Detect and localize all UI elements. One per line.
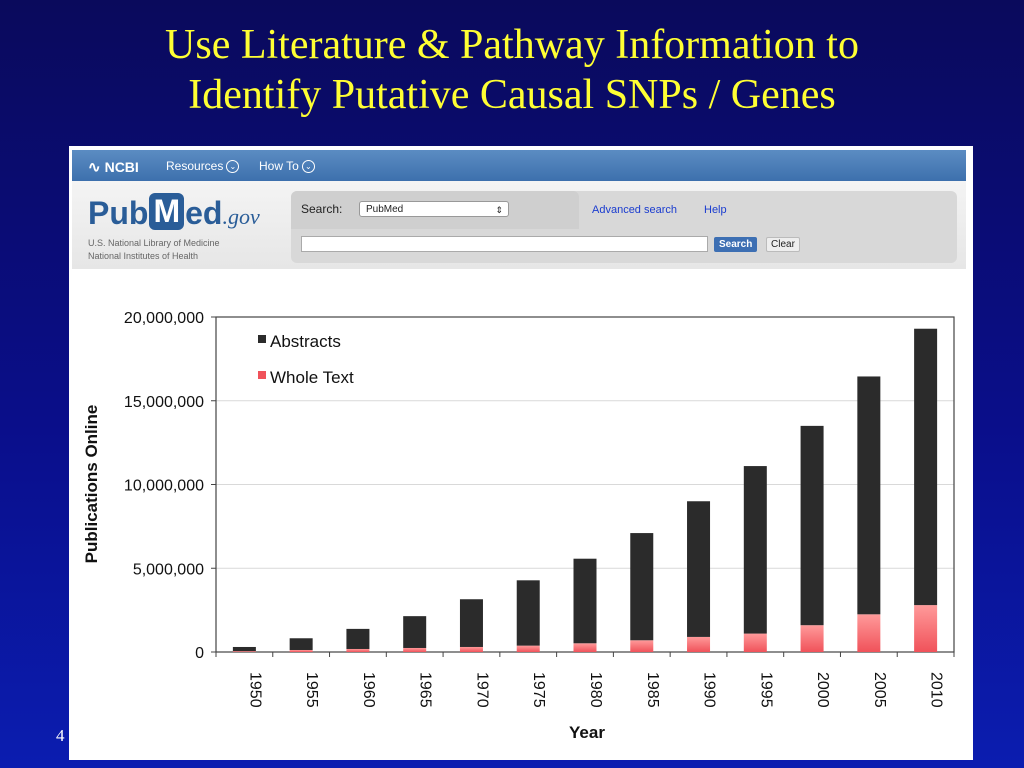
bar-whole-text-2010 xyxy=(914,605,938,652)
search-label: Search: xyxy=(301,202,343,216)
x-tick-label: 1955 xyxy=(303,672,320,708)
bar-whole-text-1950 xyxy=(232,651,256,652)
publications-chart: 0 5,000,000 10,000,000 15,000,000 20,000,000… xyxy=(82,310,955,742)
legend-swatch-abstracts xyxy=(258,335,266,343)
bar-abstracts-1955 xyxy=(289,638,313,650)
clear-button[interactable]: Clear xyxy=(766,237,800,252)
chevron-down-icon: ⌄ xyxy=(226,160,240,174)
bar-whole-text-1960 xyxy=(346,648,370,652)
bar-whole-text-1995 xyxy=(743,633,767,652)
y-axis-label: Publications Online xyxy=(82,405,101,564)
slide-title-line-2: Identify Putative Causal SNPs / Genes xyxy=(188,72,836,118)
x-tick-label: 1975 xyxy=(530,672,547,708)
bar-abstracts-1960 xyxy=(346,628,370,649)
bar-whole-text-2000 xyxy=(800,625,824,652)
bar-whole-text-1990 xyxy=(687,636,711,652)
x-tick-label: 1995 xyxy=(757,672,774,708)
bar-whole-text-2005 xyxy=(857,614,881,652)
bar-abstracts-1995 xyxy=(743,466,767,634)
advanced-search-link[interactable]: Advanced search xyxy=(592,204,677,216)
x-axis-ticks: 1950 1955 1960 1965 1970 1975 1980 1985 1990 1995… xyxy=(215,652,955,708)
y-tick-label: 0 xyxy=(195,645,204,662)
search-panel: Search: PubMed ⇕ Advanced search Help Sea… xyxy=(291,191,957,263)
bar-abstracts-2005 xyxy=(857,376,881,615)
y-axis-ticks: 0 5,000,000 10,000,000 15,000,000 20,000,000 xyxy=(124,310,216,662)
bar-abstracts-1965 xyxy=(403,616,427,648)
bar-whole-text-1975 xyxy=(516,645,540,652)
bar-whole-text-1970 xyxy=(459,646,483,652)
x-axis-label: Year xyxy=(569,723,605,742)
bar-abstracts-1970 xyxy=(459,599,483,647)
ncbi-helix-icon: ∿ xyxy=(88,159,101,176)
y-tick-label: 10,000,000 xyxy=(124,478,204,495)
y-tick-label: 5,000,000 xyxy=(133,561,204,578)
gridlines xyxy=(216,400,954,569)
bar-abstracts-1990 xyxy=(687,501,711,637)
ncbi-logo[interactable]: ∿ NCBI xyxy=(88,159,139,176)
x-tick-label: 1970 xyxy=(473,672,490,708)
select-arrows-icon: ⇕ xyxy=(495,205,503,215)
nlm-caption: U.S. National Library of Medicine Nation… xyxy=(88,238,220,261)
x-tick-label: 2005 xyxy=(871,672,888,708)
bars xyxy=(232,328,938,652)
legend-label-abstracts: Abstracts xyxy=(270,332,341,351)
database-select[interactable]: PubMed ⇕ xyxy=(359,201,509,217)
howto-menu[interactable]: How To ⌄ xyxy=(259,159,315,174)
search-button[interactable]: Search xyxy=(714,237,758,252)
bar-abstracts-1950 xyxy=(232,646,256,652)
bar-whole-text-1980 xyxy=(573,643,597,652)
y-tick-label: 15,000,000 xyxy=(124,394,204,411)
bar-whole-text-1965 xyxy=(403,647,427,652)
legend: Abstracts Whole Text xyxy=(258,332,354,387)
bar-whole-text-1985 xyxy=(630,640,654,652)
x-tick-label: 2010 xyxy=(928,672,945,708)
slide-number: 4 xyxy=(56,726,65,745)
x-tick-label: 1950 xyxy=(246,672,263,708)
chevron-down-icon: ⌄ xyxy=(301,160,315,174)
slide-title: Use Literature & Pathway Information to … xyxy=(0,20,1024,120)
bar-abstracts-1980 xyxy=(573,558,597,644)
search-input[interactable] xyxy=(301,236,708,252)
x-tick-label: 1980 xyxy=(587,672,604,708)
bar-abstracts-2000 xyxy=(800,425,824,626)
x-tick-label: 2000 xyxy=(814,672,831,708)
x-tick-label: 1965 xyxy=(417,672,434,708)
bar-whole-text-1955 xyxy=(289,649,313,652)
resources-menu[interactable]: Resources ⌄ xyxy=(166,159,240,174)
bar-abstracts-1985 xyxy=(630,533,654,641)
y-tick-label: 20,000,000 xyxy=(124,310,204,327)
slide-title-line-1: Use Literature & Pathway Information to xyxy=(165,22,859,68)
help-link[interactable]: Help xyxy=(704,204,727,216)
x-tick-label: 1960 xyxy=(360,672,377,708)
bar-abstracts-1975 xyxy=(516,580,540,646)
ncbi-top-bar: ∿ NCBI Resources ⌄ How To ⌄ xyxy=(72,150,966,181)
legend-label-whole-text: Whole Text xyxy=(270,368,354,387)
x-tick-label: 1990 xyxy=(701,672,718,708)
x-tick-label: 1985 xyxy=(644,672,661,708)
bar-abstracts-2010 xyxy=(914,328,938,606)
legend-swatch-whole-text xyxy=(258,371,266,379)
